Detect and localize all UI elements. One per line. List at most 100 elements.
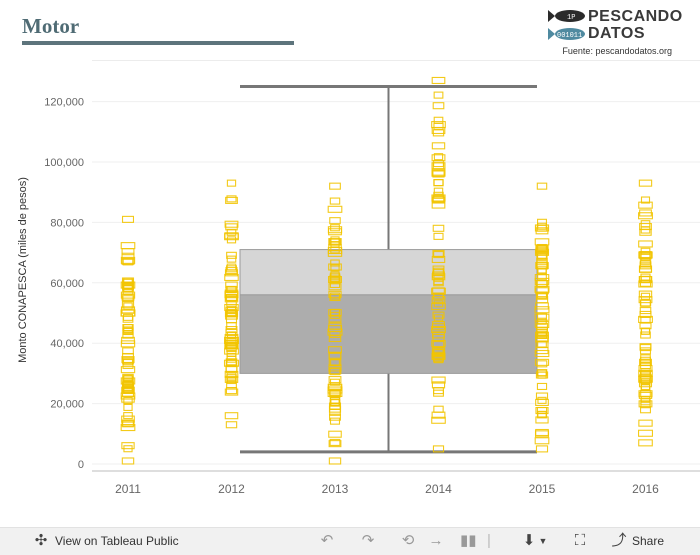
data-point	[121, 293, 135, 301]
data-point	[329, 197, 341, 205]
tableau-logo-icon: ✣	[34, 532, 48, 549]
y-tick-label: 100,000	[44, 157, 84, 169]
share-button[interactable]: Share	[632, 534, 665, 548]
data-point	[226, 381, 237, 389]
data-point	[534, 306, 550, 314]
data-point	[225, 387, 238, 395]
undo-icon[interactable]: ↶	[320, 532, 334, 549]
data-point	[534, 313, 550, 321]
data-point	[330, 236, 340, 244]
box-plot	[239, 85, 538, 454]
redo-icon[interactable]: ↷	[361, 532, 375, 549]
data-point	[433, 187, 444, 195]
data-point	[638, 212, 653, 220]
data-point	[123, 386, 133, 394]
data-point	[535, 445, 549, 453]
data-point	[640, 292, 651, 300]
data-point	[223, 359, 240, 367]
box-upper-half	[239, 249, 538, 296]
x-tick-label: 2012	[218, 482, 245, 496]
data-point	[330, 359, 340, 367]
data-point	[431, 381, 446, 389]
data-point	[535, 244, 549, 253]
data-point	[329, 413, 341, 421]
data-point	[225, 196, 238, 204]
data-point	[330, 224, 340, 232]
pause-icon[interactable]: ▮▮	[460, 532, 477, 549]
data-point	[432, 129, 445, 137]
data-point	[535, 334, 549, 342]
data-point	[329, 438, 341, 446]
data-point	[537, 317, 547, 325]
share-icon[interactable]: ⤴	[611, 532, 627, 549]
data-point	[121, 306, 135, 314]
data-point	[638, 280, 653, 288]
data-point	[431, 273, 446, 281]
data-point	[120, 256, 136, 264]
data-point	[536, 369, 548, 377]
data-point	[536, 331, 548, 340]
view-on-tableau-link[interactable]: View on Tableau Public	[55, 534, 179, 548]
data-point	[639, 358, 652, 366]
data-point	[433, 278, 444, 286]
data-point	[640, 406, 651, 414]
data-point	[433, 91, 444, 99]
data-point	[122, 295, 134, 303]
data-point	[225, 316, 238, 324]
data-point	[640, 196, 651, 204]
y-axis-label: Monto CONAPESCA (miles de pesos)	[17, 177, 29, 363]
data-point	[640, 220, 651, 228]
data-point	[638, 429, 653, 437]
data-point	[433, 153, 444, 161]
logo[interactable]: 1P 001011 PESCANDO DATOS Fuente: pescand…	[546, 8, 686, 58]
data-point	[121, 252, 135, 260]
data-point	[537, 244, 547, 252]
data-point	[537, 273, 547, 281]
data-point	[224, 310, 239, 318]
data-point	[329, 417, 341, 425]
logo-name-line2: DATOS	[588, 25, 646, 42]
chevron-down-icon[interactable]: ▼	[538, 536, 548, 546]
download-icon[interactable]: ⬇	[522, 532, 536, 549]
data-point	[536, 406, 548, 415]
data-point	[537, 312, 547, 320]
data-point	[432, 170, 445, 178]
data-point	[433, 179, 444, 187]
data-point	[638, 380, 653, 388]
data-point	[329, 368, 341, 376]
data-point	[432, 102, 445, 110]
data-point	[224, 388, 239, 396]
data-point	[432, 224, 445, 232]
data-point	[431, 303, 446, 311]
fullscreen-icon[interactable]: ⛶	[574, 532, 586, 549]
x-tick-label: 2014	[425, 482, 452, 496]
data-point	[535, 280, 549, 288]
data-point	[431, 325, 446, 334]
y-axis-ticks: 0 20,000 40,000 60,000 80,000 100,000 120,000	[44, 97, 84, 471]
data-point	[330, 292, 340, 300]
data-point	[121, 442, 135, 450]
revert-icon[interactable]: ⟲	[401, 532, 415, 549]
data-point	[122, 358, 134, 366]
data-point	[431, 194, 446, 202]
data-point	[432, 162, 445, 170]
data-point	[328, 376, 342, 384]
data-point	[640, 372, 651, 380]
data-point	[224, 375, 239, 383]
data-point	[329, 293, 341, 302]
data-point	[330, 264, 340, 272]
data-point	[120, 424, 136, 432]
data-point	[123, 445, 133, 453]
data-point	[640, 390, 651, 398]
data-point	[536, 291, 548, 299]
data-point	[537, 410, 547, 418]
data-point	[638, 179, 653, 187]
data-point	[120, 340, 136, 348]
gridlines	[92, 101, 700, 465]
data-point	[431, 352, 446, 360]
data-point	[328, 430, 342, 438]
data-point	[122, 420, 134, 428]
data-point	[329, 280, 341, 289]
refresh-icon[interactable]: →	[428, 532, 444, 549]
data-point	[122, 331, 134, 339]
